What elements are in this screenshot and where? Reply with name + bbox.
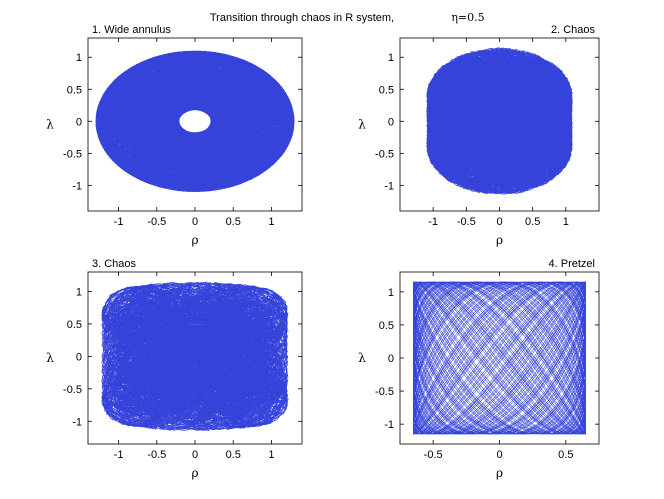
- y-tick-label: 1: [76, 52, 82, 64]
- x-tick-label: -0.5: [424, 449, 443, 461]
- y-tick-label: 0.5: [379, 320, 394, 332]
- x-tick-label: -1: [114, 449, 124, 461]
- x-tick-label: 0.5: [525, 216, 540, 228]
- x-tick-label: 1: [563, 216, 569, 228]
- y-tick-label: -1: [384, 419, 394, 431]
- x-tick-label: -0.5: [147, 449, 166, 461]
- trajectory-line: [413, 281, 586, 435]
- y-axis-label: λ: [46, 118, 54, 132]
- x-tick-label: 1: [268, 449, 274, 461]
- x-tick-label: 0: [496, 216, 502, 228]
- x-axis-label: ρ: [191, 233, 198, 247]
- y-tick-label: -0.5: [375, 148, 394, 160]
- y-tick-label: 0.5: [67, 84, 82, 96]
- y-axis-label: λ: [46, 351, 54, 365]
- x-tick-label: -0.5: [457, 216, 476, 228]
- panel-title: 1. Wide annulus: [92, 24, 171, 36]
- y-tick-label: -0.5: [63, 384, 82, 396]
- x-tick-label: 0.5: [558, 449, 573, 461]
- x-tick-label: 1: [268, 216, 274, 228]
- x-tick-label: 0.5: [226, 449, 241, 461]
- trajectory-line: [426, 47, 573, 195]
- panel-2-chaos: -1 -0.5 0 0.5 1 -1 -0.5 0 0.5 1 ρ λ 2. Chaos: [358, 24, 600, 247]
- y-tick-label: -1: [72, 180, 82, 192]
- eta-label: η=0.5: [451, 11, 484, 24]
- x-tick-label: 0: [192, 216, 198, 228]
- x-tick-label: 0: [496, 449, 502, 461]
- y-axis-label: λ: [358, 118, 366, 132]
- x-tick-label: 0.5: [226, 216, 241, 228]
- x-axis-label: ρ: [191, 466, 198, 480]
- x-axis-label: ρ: [496, 233, 503, 247]
- x-tick-label: -1: [428, 216, 438, 228]
- y-tick-label: 0.5: [379, 84, 394, 96]
- y-tick-label: 1: [388, 287, 394, 299]
- y-tick-label: 1: [76, 286, 82, 298]
- figure-title: Transition through chaos in R system,: [210, 12, 394, 24]
- x-tick-label: -0.5: [147, 216, 166, 228]
- y-tick-label: 1: [388, 52, 394, 64]
- y-tick-label: -1: [384, 180, 394, 192]
- trajectory-line: [95, 50, 295, 193]
- y-tick-label: -1: [72, 416, 82, 428]
- x-tick-label: 0: [192, 449, 198, 461]
- y-tick-label: 0: [388, 353, 394, 365]
- y-tick-label: 0: [388, 116, 394, 128]
- panel-title: 3. Chaos: [92, 258, 137, 270]
- panel-1-wide-annulus: -1 -0.5 0 0.5 1 -1 -0.5 0 0.5 1 ρ λ 1. Wide annulus: [46, 24, 303, 247]
- panel-title: 4. Pretzel: [549, 258, 595, 270]
- y-axis-label: λ: [358, 351, 366, 365]
- x-axis-label: ρ: [496, 466, 503, 480]
- panel-title: 2. Chaos: [551, 24, 596, 36]
- y-tick-label: -0.5: [63, 148, 82, 160]
- y-tick-label: -0.5: [375, 386, 394, 398]
- y-tick-label: 0: [76, 351, 82, 363]
- panel-4-pretzel: -0.5 0 0.5 -1 -0.5 0 0.5 1 ρ λ 4. Pretzel: [358, 258, 600, 480]
- trajectory-line: [100, 281, 289, 432]
- panel-3-chaos: -1 -0.5 0 0.5 1 -1 -0.5 0 0.5 1 ρ λ 3. Chaos: [46, 258, 303, 480]
- x-tick-label: -1: [114, 216, 124, 228]
- y-tick-label: 0: [76, 116, 82, 128]
- y-tick-label: 0.5: [67, 319, 82, 331]
